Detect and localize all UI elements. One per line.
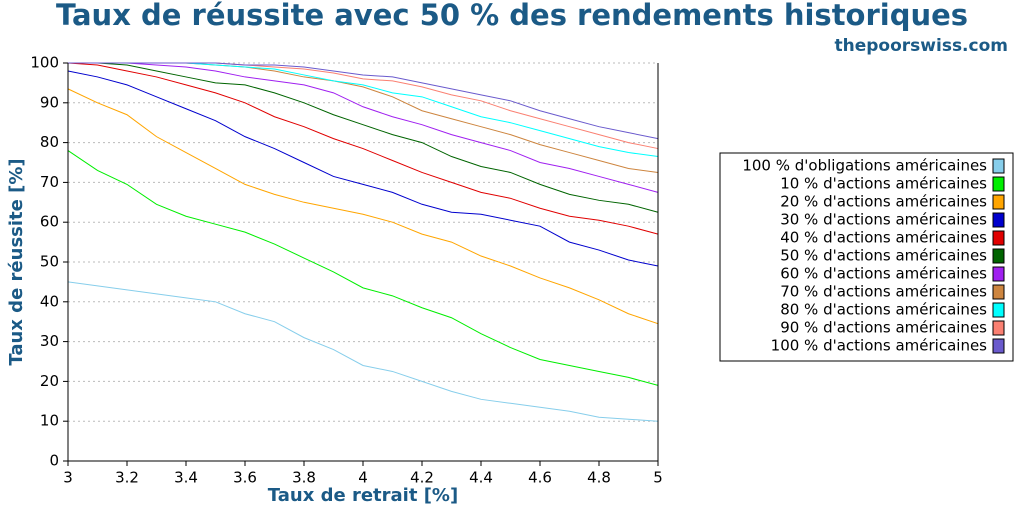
y-tick-label: 90 xyxy=(40,93,59,111)
x-tick-label: 3.8 xyxy=(292,469,316,487)
series-line xyxy=(68,62,659,193)
y-tick-label: 50 xyxy=(40,253,59,271)
legend-swatch xyxy=(992,266,1005,282)
legend-swatch xyxy=(992,176,1005,192)
x-tick-label: 3.4 xyxy=(174,469,198,487)
series-line xyxy=(67,281,659,422)
y-tick-label: 10 xyxy=(40,412,59,430)
y-tick-label: 30 xyxy=(40,332,59,350)
y-axis-label: Taux de réussite [%] xyxy=(6,158,27,365)
legend-label: 50 % d'actions américaines xyxy=(780,247,987,265)
legend-label: 90 % d'actions américaines xyxy=(780,319,987,337)
x-axis-label: Taux de retrait [%] xyxy=(268,485,458,506)
x-tick-label: 3.6 xyxy=(233,469,257,487)
y-tick-label: 60 xyxy=(40,213,59,231)
legend-swatch xyxy=(992,284,1005,300)
legend-swatch xyxy=(992,302,1005,318)
x-tick-label: 5 xyxy=(653,469,663,487)
series-line xyxy=(68,62,659,140)
x-tick-label: 4.2 xyxy=(410,469,434,487)
y-tick-label: 100 xyxy=(30,54,59,72)
legend-label: 60 % d'actions américaines xyxy=(780,265,987,283)
x-tick-label: 4 xyxy=(358,469,368,487)
x-tick-label: 4.4 xyxy=(469,469,493,487)
series-line xyxy=(67,88,659,325)
y-tick-label: 40 xyxy=(40,292,59,310)
x-tick-label: 3 xyxy=(63,469,73,487)
legend-swatch xyxy=(992,230,1005,246)
x-tick-label: 3.2 xyxy=(115,469,139,487)
legend-label: 70 % d'actions américaines xyxy=(780,283,987,301)
legend-swatch xyxy=(992,338,1005,354)
series-line xyxy=(67,150,659,386)
chart-subtitle: thepoorswiss.com xyxy=(835,36,1009,56)
legend-label: 10 % d'actions américaines xyxy=(780,175,987,193)
series-line xyxy=(68,62,659,150)
chart-title: Taux de réussite avec 50 % des rendement… xyxy=(56,0,968,32)
legend-box xyxy=(719,152,1014,362)
legend-label: 100 % d'actions américaines xyxy=(771,337,988,355)
legend-swatch xyxy=(992,194,1005,210)
legend-label: 20 % d'actions américaines xyxy=(780,193,987,211)
legend-swatch xyxy=(992,212,1005,228)
legend-label: 80 % d'actions américaines xyxy=(780,301,987,319)
y-tick-label: 0 xyxy=(49,452,59,470)
x-tick-label: 4.6 xyxy=(528,469,552,487)
axis-frame xyxy=(67,63,659,462)
series-line xyxy=(67,70,659,267)
y-tick-label: 80 xyxy=(40,133,59,151)
legend-swatch xyxy=(992,158,1005,174)
legend-swatch xyxy=(992,320,1005,336)
x-tick-label: 4.8 xyxy=(587,469,611,487)
legend-label: 30 % d'actions américaines xyxy=(780,211,987,229)
y-tick-label: 20 xyxy=(40,372,59,390)
legend-label: 100 % d'obligations américaines xyxy=(742,157,987,175)
series-line xyxy=(67,62,659,235)
y-tick-label: 70 xyxy=(40,173,59,191)
legend-label: 40 % d'actions américaines xyxy=(780,229,987,247)
legend-swatch xyxy=(992,248,1005,264)
series-line xyxy=(68,62,659,213)
